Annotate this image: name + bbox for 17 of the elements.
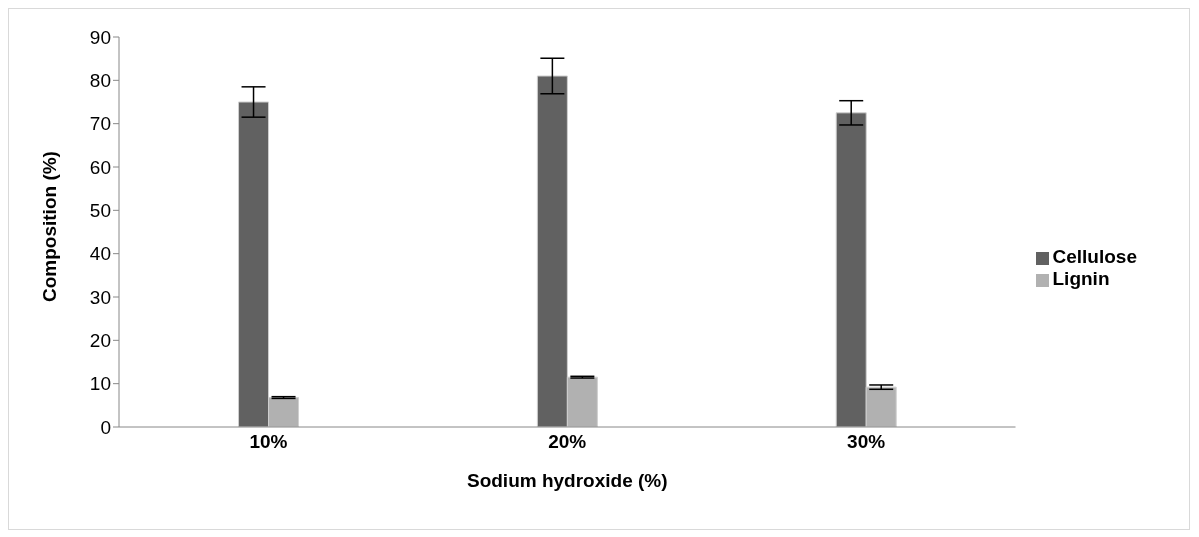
x-tick-label: 30% bbox=[847, 431, 886, 453]
y-tick-label: 90 bbox=[89, 26, 111, 48]
y-tick-label: 50 bbox=[89, 200, 111, 222]
y-tick-label: 70 bbox=[89, 113, 111, 135]
y-tick-label: 60 bbox=[89, 156, 111, 178]
legend-label: Cellulose bbox=[1052, 246, 1137, 267]
y-tick-label: 10 bbox=[89, 373, 111, 395]
y-tick-label: 30 bbox=[89, 286, 111, 308]
x-tick-label: 10% bbox=[249, 431, 288, 453]
y-axis-title: Composition (%) bbox=[38, 151, 60, 302]
y-tick-label: 0 bbox=[100, 416, 111, 438]
y-tick-label: 40 bbox=[89, 243, 111, 265]
legend-label: Lignin bbox=[1052, 268, 1110, 289]
y-tick-label: 80 bbox=[89, 70, 111, 92]
y-tick-label: 20 bbox=[89, 330, 111, 352]
x-tick-label: 20% bbox=[548, 431, 587, 453]
x-axis-title: Sodium hydroxide (%) bbox=[466, 470, 668, 491]
